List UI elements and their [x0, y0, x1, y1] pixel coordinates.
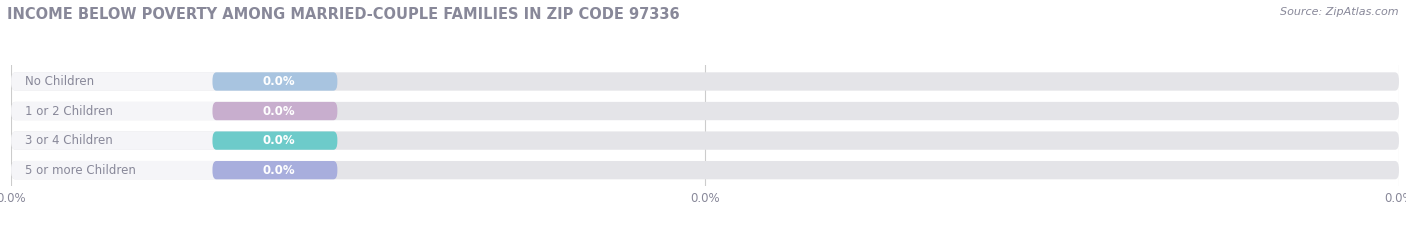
FancyBboxPatch shape [11, 72, 1399, 91]
FancyBboxPatch shape [11, 131, 1399, 150]
Text: 3 or 4 Children: 3 or 4 Children [25, 134, 112, 147]
FancyBboxPatch shape [11, 102, 1399, 120]
FancyBboxPatch shape [212, 102, 337, 120]
FancyBboxPatch shape [11, 161, 1399, 179]
Text: 5 or more Children: 5 or more Children [25, 164, 136, 177]
FancyBboxPatch shape [11, 102, 254, 120]
Text: No Children: No Children [25, 75, 94, 88]
Text: 0.0%: 0.0% [262, 134, 295, 147]
FancyBboxPatch shape [11, 131, 254, 150]
Text: INCOME BELOW POVERTY AMONG MARRIED-COUPLE FAMILIES IN ZIP CODE 97336: INCOME BELOW POVERTY AMONG MARRIED-COUPL… [7, 7, 679, 22]
FancyBboxPatch shape [212, 72, 337, 91]
Text: 0.0%: 0.0% [262, 105, 295, 117]
FancyBboxPatch shape [212, 131, 337, 150]
Text: 1 or 2 Children: 1 or 2 Children [25, 105, 112, 117]
Text: Source: ZipAtlas.com: Source: ZipAtlas.com [1281, 7, 1399, 17]
Text: 0.0%: 0.0% [262, 164, 295, 177]
FancyBboxPatch shape [11, 161, 254, 179]
Text: 0.0%: 0.0% [262, 75, 295, 88]
FancyBboxPatch shape [212, 161, 337, 179]
FancyBboxPatch shape [11, 72, 254, 91]
